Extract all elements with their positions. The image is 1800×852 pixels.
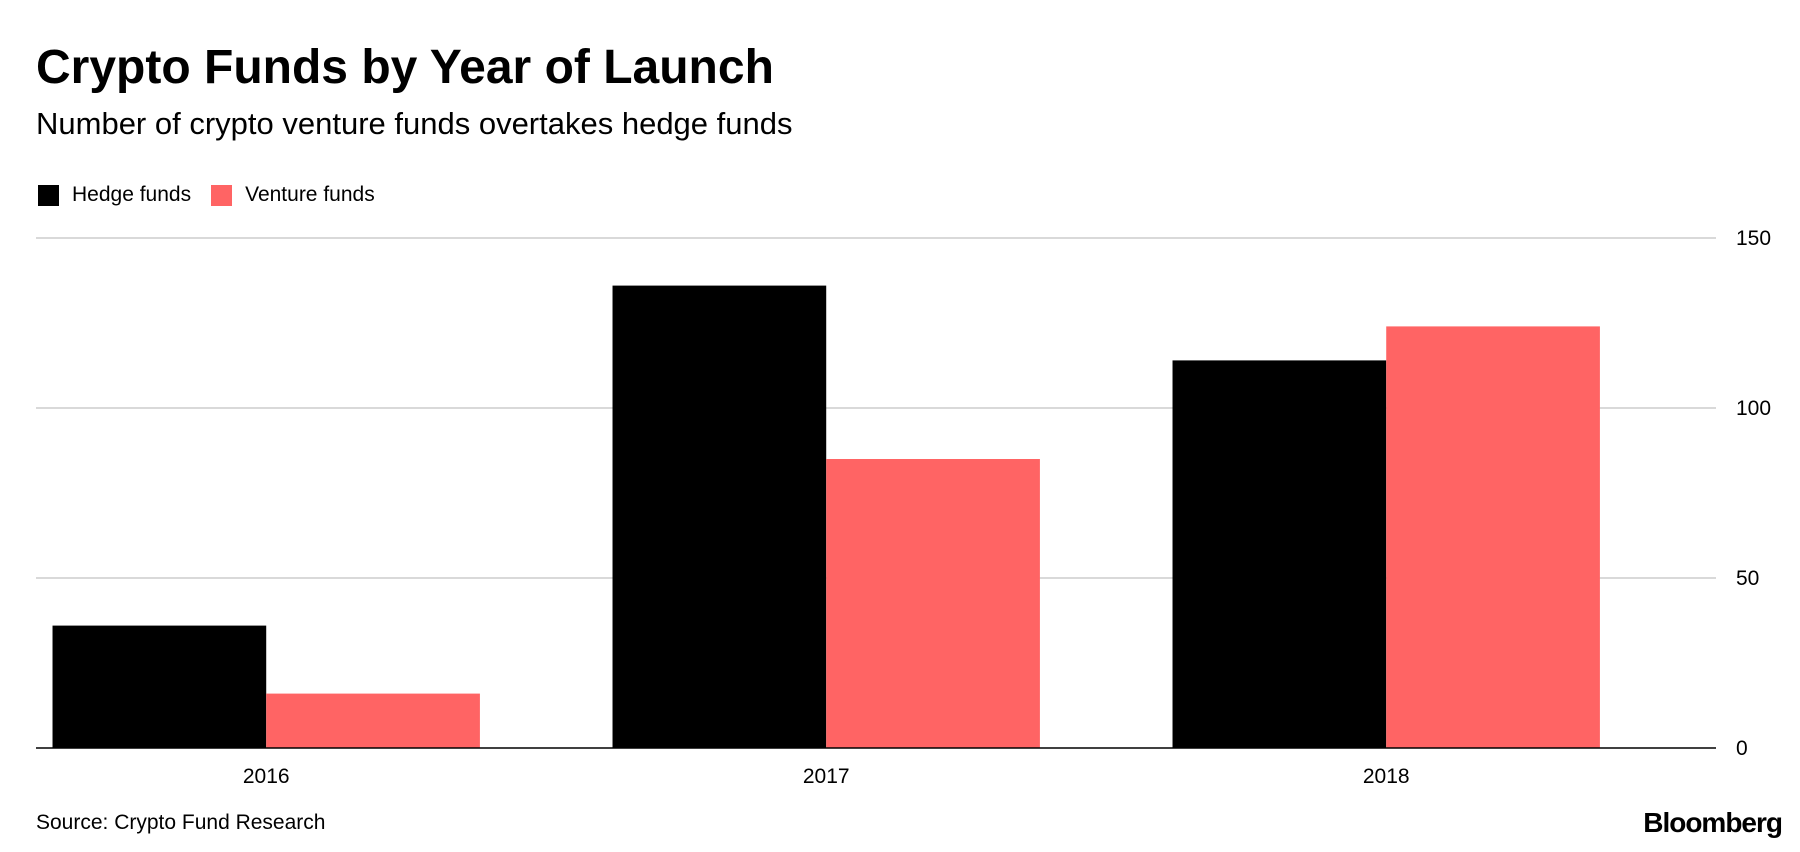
legend-swatch-hedge-funds <box>38 184 59 206</box>
bar-venture-funds-2018 <box>1386 326 1600 748</box>
legend-label-hedge-funds: Hedge funds <box>72 183 192 206</box>
legend-swatch-venture-funds <box>211 184 233 206</box>
y-tick-label-0: 0 <box>1736 737 1748 760</box>
source-note: Source: Crypto Fund Research <box>36 811 326 834</box>
y-tick-label-50: 50 <box>1736 567 1759 590</box>
x-tick-label-2017: 2017 <box>803 765 850 788</box>
bar-chart: 0 50 100 150 2016 2017 2018 <box>36 227 1771 788</box>
legend: Hedge funds Venture funds <box>38 180 395 210</box>
legend-item-venture-funds: Venture funds <box>211 183 375 207</box>
bloomberg-logo: Bloomberg <box>1643 807 1783 838</box>
y-tick-label-100: 100 <box>1736 397 1771 420</box>
bar-hedge-funds-2018 <box>1172 360 1387 748</box>
bar-hedge-funds-2016 <box>52 625 267 748</box>
x-tick-label-2016: 2016 <box>243 765 290 788</box>
chart-title: Crypto Funds by Year of Launch <box>36 41 774 94</box>
chart-subtitle: Number of crypto venture funds overtakes… <box>36 106 793 141</box>
y-tick-label-150: 150 <box>1736 227 1771 250</box>
bar-venture-funds-2016 <box>266 693 480 748</box>
x-tick-label-2018: 2018 <box>1363 765 1410 788</box>
legend-item-hedge-funds: Hedge funds <box>38 183 191 207</box>
legend-label-venture-funds: Venture funds <box>245 183 375 206</box>
bar-venture-funds-2017 <box>826 459 1040 748</box>
bar-hedge-funds-2017 <box>612 285 827 748</box>
